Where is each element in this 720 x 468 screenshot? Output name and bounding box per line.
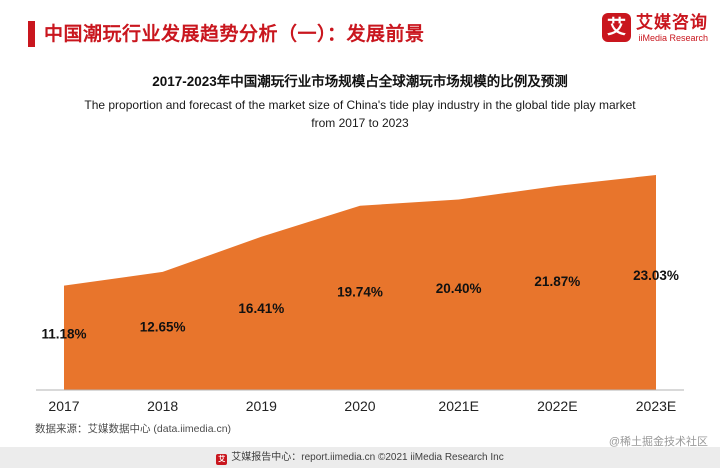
value-label: 11.18% xyxy=(41,327,86,342)
x-tick-label: 2020 xyxy=(344,398,375,414)
x-tick-label: 2021E xyxy=(438,398,478,414)
x-tick-label: 2022E xyxy=(537,398,577,414)
data-source-note: 数据来源：艾媒数据中心 (data.iimedia.cn) xyxy=(35,423,232,435)
title-accent-bar xyxy=(28,21,35,47)
logo-name-en: iiMedia Research xyxy=(638,33,708,43)
value-label: 16.41% xyxy=(238,301,284,316)
x-tick-label: 2023E xyxy=(636,398,676,414)
logo-text: 艾媒咨询 iiMedia Research xyxy=(636,13,708,44)
chart-subtitle-line1: The proportion and forecast of the marke… xyxy=(84,98,636,112)
value-label: 23.03% xyxy=(633,268,679,283)
page-title: 中国潮玩行业发展趋势分析（一）：发展前景 xyxy=(44,24,425,45)
community-watermark: @稀土掘金技术社区 xyxy=(608,436,708,448)
chart-subtitle-line2: from 2017 to 2023 xyxy=(311,116,409,130)
logo-name-cn: 艾媒咨询 xyxy=(636,13,708,32)
value-label: 21.87% xyxy=(534,274,580,289)
iimedia-logo-mark-icon: 艾 xyxy=(602,13,631,42)
footer-logo-icon: 艾 xyxy=(216,454,228,465)
x-tick-label: 2019 xyxy=(246,398,277,414)
area-chart-svg: 11.18% 12.65% 16.41% 19.74% 20.40% 21.87% 23.0… xyxy=(36,175,684,414)
chart-title: 2017-2023年中国潮玩行业市场规模占全球潮玩市场规模的比例及预测 xyxy=(152,74,568,89)
iimedia-logo: 艾 艾媒咨询 iiMedia Research xyxy=(602,13,708,44)
value-label: 19.74% xyxy=(337,284,383,299)
proportion-area-chart: 11.18% 12.65% 16.41% 19.74% 20.40% 21.87% 23.0… xyxy=(0,155,720,425)
x-tick-label: 2018 xyxy=(147,398,178,414)
value-label: 12.65% xyxy=(140,319,186,334)
x-tick-label: 2017 xyxy=(48,398,79,414)
value-label: 20.40% xyxy=(436,281,482,296)
footer-text: 艾媒报告中心：report.iimedia.cn ©2021 iiMedia R… xyxy=(231,452,504,463)
area-series xyxy=(64,175,656,390)
footer-bar: 艾艾媒报告中心：report.iimedia.cn ©2021 iiMedia … xyxy=(0,447,720,468)
